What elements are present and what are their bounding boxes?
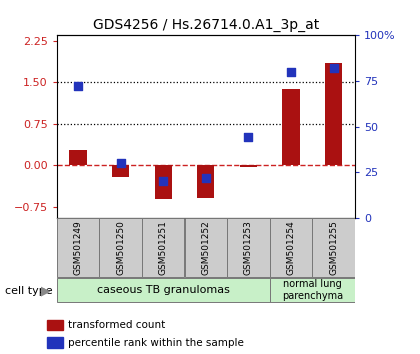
Text: ▶: ▶ [41, 285, 51, 297]
Bar [240, 165, 257, 167]
Bar [325, 63, 342, 165]
Text: caseous TB granulomas: caseous TB granulomas [97, 285, 230, 295]
Text: GSM501255: GSM501255 [329, 220, 338, 275]
Point [160, 178, 167, 184]
Text: normal lung
parenchyma: normal lung parenchyma [282, 279, 343, 301]
Point [330, 65, 337, 71]
FancyBboxPatch shape [270, 278, 355, 302]
Point [202, 175, 209, 181]
Bar [155, 165, 172, 199]
FancyBboxPatch shape [142, 218, 184, 277]
Title: GDS4256 / Hs.26714.0.A1_3p_at: GDS4256 / Hs.26714.0.A1_3p_at [93, 18, 319, 32]
FancyBboxPatch shape [270, 218, 312, 277]
Bar [47, 337, 63, 348]
Text: percentile rank within the sample: percentile rank within the sample [68, 338, 244, 348]
Bar [47, 320, 63, 330]
Text: GSM501250: GSM501250 [116, 220, 125, 275]
FancyBboxPatch shape [312, 218, 355, 277]
FancyBboxPatch shape [57, 278, 270, 302]
FancyBboxPatch shape [184, 218, 227, 277]
Bar [69, 150, 87, 165]
Text: GSM501253: GSM501253 [244, 220, 253, 275]
Point [75, 84, 81, 89]
Text: transformed count: transformed count [68, 320, 165, 330]
Text: GSM501251: GSM501251 [159, 220, 168, 275]
Bar [197, 165, 214, 198]
Bar [112, 165, 129, 177]
Point [288, 69, 294, 75]
Point [117, 160, 124, 166]
Text: GSM501252: GSM501252 [201, 221, 210, 275]
Bar [283, 89, 299, 165]
Text: GSM501254: GSM501254 [286, 221, 296, 275]
FancyBboxPatch shape [100, 218, 142, 277]
Text: GSM501249: GSM501249 [74, 221, 82, 275]
FancyBboxPatch shape [57, 218, 99, 277]
FancyBboxPatch shape [227, 218, 270, 277]
Text: cell type: cell type [5, 286, 52, 296]
Point [245, 135, 252, 140]
